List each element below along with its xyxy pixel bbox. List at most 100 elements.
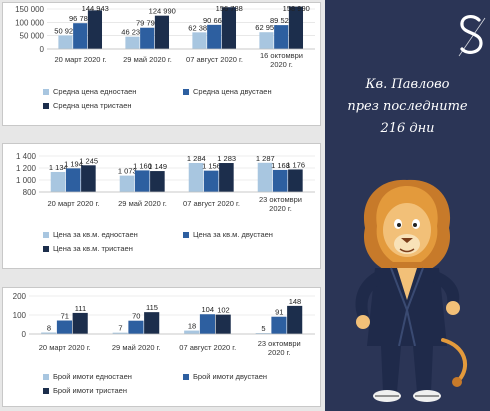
bar (134, 170, 150, 192)
x-category-label: 23 октомври (258, 339, 301, 348)
x-category-label: 07 август 2020 г. (179, 343, 236, 352)
bar (259, 32, 274, 49)
x-category-label: 29 май 2020 г. (118, 199, 167, 208)
x-category-label: 20 март 2020 г. (48, 199, 100, 208)
data-label: 158 990 (283, 4, 310, 13)
data-label: 62 951 (255, 23, 278, 32)
headline: Кв. Павлово през последните 216 дни (325, 74, 490, 140)
bar (274, 25, 289, 49)
bar (81, 165, 96, 192)
legend-item: Брой имоти едностаен (43, 372, 132, 381)
data-label: 91 (275, 308, 283, 317)
bar (58, 35, 73, 49)
legend-item: Брой имоти двустаен (183, 372, 267, 381)
legend-label: Цена за кв.м. едностаен (53, 230, 138, 239)
legend-label: Цена за кв.м. тристаен (53, 244, 133, 253)
data-label: 1 284 (187, 154, 206, 163)
x-category-label: 29 май 2020 г. (112, 343, 161, 352)
headline-line-3: 216 дни (380, 121, 435, 136)
data-label: 1 283 (217, 154, 236, 163)
y-tick-label: 800 (23, 188, 37, 197)
bar (288, 6, 304, 49)
data-label: 71 (61, 312, 69, 321)
data-label: 70 (132, 312, 140, 321)
bar (199, 314, 216, 334)
legend-swatch (43, 231, 49, 238)
legend-swatch (183, 373, 189, 380)
legend-label: Брой имоти едностаен (53, 372, 132, 381)
data-label: 124 990 (149, 7, 176, 16)
y-tick-label: 100 000 (15, 18, 44, 27)
bar (255, 333, 271, 334)
bar (50, 171, 66, 192)
bar (221, 7, 237, 49)
data-label: 1 160 (133, 161, 152, 170)
bar (150, 171, 165, 192)
bar (87, 10, 103, 49)
x-category-label: 07 август 2020 г. (183, 199, 240, 208)
legend-swatch (183, 88, 189, 95)
data-label: 5 (261, 324, 265, 333)
legend-item: Средна цена тристаен (43, 101, 132, 110)
avg-price-chart-panel: 0 50 000 100 000 150 000 50 923 96 786 144 943… (2, 2, 321, 126)
x-category-label: 16 октомври (260, 51, 303, 60)
y-tick-label: 1 400 (16, 152, 37, 161)
legend-item: Средна цена двустаен (183, 87, 272, 96)
y-tick-label: 50 000 (20, 32, 45, 41)
data-label: 96 786 (69, 14, 92, 23)
legend-label: Средна цена тристаен (53, 101, 132, 110)
x-category-label: 2020 г. (268, 348, 291, 357)
data-label: 1 287 (256, 154, 275, 163)
bar (272, 169, 288, 192)
data-label: 90 667 (203, 16, 226, 25)
data-label: 1 194 (64, 159, 83, 168)
data-label: 89 523 (270, 16, 293, 25)
data-label: 115 (146, 303, 158, 312)
bar (203, 170, 219, 192)
brand-panel: Кв. Павлово през последните 216 дни (325, 0, 490, 411)
bar (72, 312, 88, 334)
x-category-label: 20 март 2020 г. (55, 55, 107, 64)
listing-count-chart: 0 100 200 8 71 111 20 март 2020 г. 7 70 115 29 май… (13, 292, 315, 357)
data-label: 148 (289, 297, 302, 306)
legend-swatch (43, 373, 49, 380)
y-tick-label: 100 (13, 311, 27, 320)
bar (271, 316, 287, 334)
bar (128, 320, 144, 334)
headline-line-2: през последните (347, 99, 468, 114)
legend-swatch (43, 88, 49, 95)
data-label: 7 (118, 324, 122, 333)
bar (65, 168, 81, 192)
x-category-label: 2020 г. (270, 60, 293, 69)
lion-mascot-icon (355, 179, 468, 402)
legend-label: Средна цена едностаен (53, 87, 137, 96)
data-label: 8 (47, 323, 51, 332)
data-label: 1 073 (118, 167, 137, 176)
legend-item: Цена за кв.м. двустаен (183, 230, 273, 239)
bar (112, 332, 128, 334)
data-label: 79 790 (136, 19, 159, 28)
bar (41, 332, 57, 334)
bar (184, 330, 200, 334)
legend-swatch (43, 387, 49, 394)
charts-column: 0 50 000 100 000 150 000 50 923 96 786 144 943… (0, 0, 325, 411)
legend-item: Цена за кв.м. едностаен (43, 230, 138, 239)
data-label: 102 (217, 306, 230, 315)
data-label: 1 176 (286, 160, 305, 169)
price-per-sqm-chart-panel: 800 1 000 1 200 1 400 1 134 1 194 1 245 20 март… (2, 143, 321, 269)
legend-label: Цена за кв.м. двустаен (193, 230, 273, 239)
data-label: 111 (75, 304, 86, 313)
legend-swatch (43, 245, 49, 252)
legend-label: Средна цена двустаен (193, 87, 272, 96)
bar (287, 305, 303, 334)
x-category-label: 2020 г. (269, 204, 292, 213)
data-label: 1 245 (79, 156, 98, 165)
bar (140, 27, 155, 49)
headline-line-1: Кв. Павлово (365, 77, 450, 92)
legend-swatch (183, 231, 189, 238)
x-category-label: 29 май 2020 г. (123, 55, 172, 64)
y-tick-label: 200 (13, 292, 27, 301)
brand-logo-s-icon (458, 14, 486, 57)
y-tick-label: 150 000 (15, 5, 44, 14)
